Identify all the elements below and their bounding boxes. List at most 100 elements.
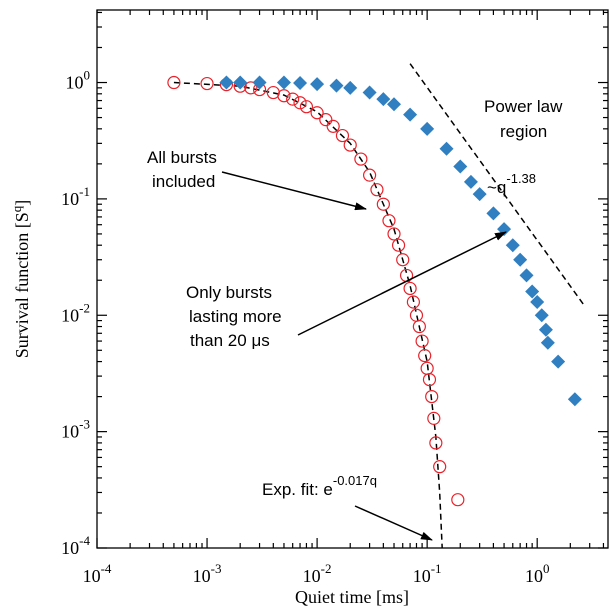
data-point	[310, 77, 325, 92]
data-point	[200, 76, 214, 91]
data-point	[433, 460, 447, 474]
data-point	[363, 168, 377, 182]
x-tick-label-base: 10	[525, 566, 543, 586]
data-point	[299, 100, 314, 114]
data-point	[310, 106, 324, 120]
y-axis-label: Survival function [Sq]	[9, 200, 32, 359]
data-point	[420, 121, 435, 136]
data-point	[427, 411, 441, 425]
y-tick-label-exp: -2	[79, 300, 90, 315]
x-tick-label-exp: -1	[431, 561, 442, 576]
data-point	[276, 75, 291, 90]
data-point	[472, 187, 487, 202]
data-point	[519, 268, 534, 283]
data-point	[513, 252, 528, 267]
annotation: region	[500, 122, 547, 141]
data-point	[540, 335, 555, 350]
data-point	[326, 119, 340, 133]
y-tick-label: 10-3	[61, 417, 90, 442]
annotation: Exp. fit: e-0.017q	[262, 473, 377, 499]
data-point	[387, 227, 401, 241]
y-tick-label: 100	[66, 68, 91, 93]
data-point	[406, 295, 420, 309]
y-tick-label: 10-4	[61, 533, 90, 558]
data-point	[538, 322, 553, 337]
data-point	[343, 80, 358, 95]
y-tick-label-base: 10	[61, 422, 79, 442]
x-tick-label-base: 10	[413, 566, 431, 586]
annotation: ~q-1.38	[487, 171, 536, 197]
annotation: lasting more	[189, 307, 282, 326]
plot-frame	[96, 9, 609, 549]
data-point	[403, 281, 417, 296]
data-point	[329, 78, 344, 93]
data-point	[286, 92, 300, 106]
y-tick-label-base: 10	[61, 305, 79, 325]
data-point	[534, 308, 549, 323]
data-point	[505, 238, 520, 253]
annotation: Only bursts	[186, 283, 272, 302]
data-point	[391, 238, 406, 252]
data-point	[167, 75, 181, 90]
y-tick-label-exp: 0	[84, 68, 91, 83]
data-point	[412, 319, 426, 334]
data-point	[376, 92, 391, 107]
data-point	[425, 390, 439, 404]
y-tick-label-exp: -4	[79, 533, 90, 548]
data-point	[343, 138, 357, 152]
data-point	[319, 113, 333, 127]
data-point	[277, 89, 291, 103]
data-point	[530, 295, 545, 310]
data-point	[567, 392, 582, 407]
data-point	[415, 334, 429, 348]
data-point	[370, 183, 384, 197]
y-tick-label: 10-2	[61, 300, 90, 325]
data-point	[244, 81, 258, 95]
data-point	[252, 75, 267, 90]
data-point	[525, 284, 540, 299]
x-tick-label-base: 10	[193, 566, 211, 586]
data-point	[422, 372, 437, 387]
annotation: Power law	[484, 97, 563, 116]
x-tick-label-exp: -3	[211, 561, 222, 576]
data-point	[293, 96, 307, 110]
data-point	[396, 253, 410, 267]
data-point	[293, 76, 308, 91]
data-point	[418, 349, 432, 363]
x-tick-label-base: 10	[303, 566, 321, 586]
x-tick-label: 10-1	[413, 561, 442, 586]
x-tick-label-exp: -4	[101, 561, 112, 576]
y-tick-label-base: 10	[61, 189, 79, 209]
y-tick-label: 10-1	[61, 184, 90, 209]
x-tick-label: 10-2	[303, 561, 332, 586]
data-point	[429, 436, 443, 450]
data-point	[382, 214, 396, 228]
data-point	[233, 75, 248, 90]
data-point	[439, 141, 454, 156]
x-tick-label-base: 10	[83, 566, 101, 586]
arrow	[297, 231, 507, 336]
data-point	[551, 354, 566, 369]
y-tick-label-exp: -1	[79, 184, 90, 199]
fit-line	[173, 81, 443, 549]
x-tick-label: 10-4	[83, 561, 112, 586]
data-point	[362, 85, 377, 100]
data-point	[453, 159, 468, 174]
arrow	[354, 505, 433, 541]
y-tick-label-base: 10	[61, 538, 79, 558]
x-axis-label: Quiet time [ms]	[295, 587, 409, 607]
arrow	[221, 171, 367, 211]
x-tick-label: 10-3	[193, 561, 222, 586]
data-point	[486, 206, 501, 221]
data-point	[219, 75, 234, 90]
data-point	[376, 197, 390, 211]
data-point	[420, 361, 434, 375]
data-point	[354, 152, 368, 166]
data-point	[335, 128, 350, 143]
x-tick-label-exp: 0	[543, 561, 550, 576]
x-tick-label: 100	[525, 561, 550, 586]
data-point	[497, 222, 512, 237]
annotation: included	[152, 172, 215, 191]
y-tick-label-base: 10	[66, 73, 84, 93]
